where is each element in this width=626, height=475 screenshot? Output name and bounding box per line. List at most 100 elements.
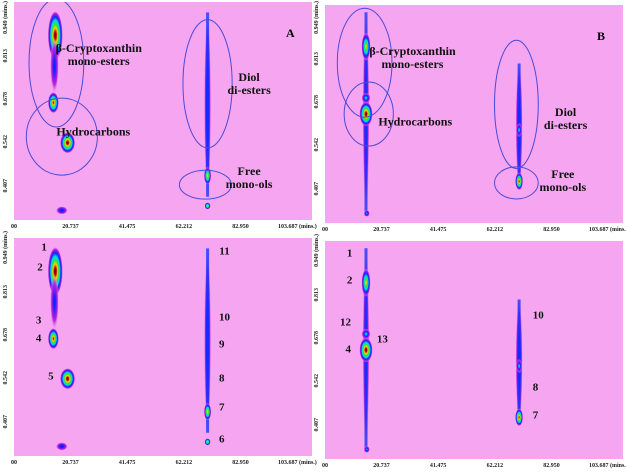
peak-number: 5 — [48, 370, 54, 383]
x-tick-label: 103.687 (mins.) — [277, 224, 317, 230]
peak-number: 10 — [532, 309, 544, 322]
annotation-ellipse — [182, 19, 233, 149]
x-tick-label: 82.950 — [543, 227, 560, 233]
y-tick-label: 0.949 (mins.) — [314, 234, 320, 268]
peak-mark — [55, 206, 68, 215]
y-tick-label: 0.678 — [3, 327, 9, 342]
y-tick-label: 0.542 — [3, 371, 9, 385]
x-tick-label: 103.687 (mins.) — [588, 227, 626, 233]
x-tick-label: 20.737 — [373, 463, 390, 469]
x-tick-label: 62.212 — [486, 227, 504, 233]
peak-mark — [361, 328, 371, 340]
x-tick-label: 82.950 — [543, 463, 560, 469]
x-tick-label: 00 — [322, 463, 328, 469]
y-tick-label: 0.407 — [3, 178, 9, 193]
peak-number: 2 — [37, 261, 43, 274]
annotation-ellipse — [343, 81, 394, 147]
y-tick-label: 0.407 — [314, 181, 320, 196]
peak-mark — [361, 32, 371, 61]
x-tick-label: 41.475 — [429, 463, 447, 469]
annotation-ellipse — [178, 169, 232, 200]
panel-a: β-Cryptoxanthin mono-esters Hydrocarbons Di… — [3, 1, 317, 230]
annotation-line1: Hydrocarbons — [56, 124, 131, 139]
annotation-line2: di-esters — [227, 82, 271, 97]
annotation-ellipse — [25, 97, 98, 176]
x-tick-label: 00 — [11, 224, 17, 230]
annotation-line2: di-esters — [543, 117, 588, 132]
x-tick-label: 103.687 (mins.) — [588, 463, 626, 469]
annotation-ellipse — [494, 166, 539, 200]
panel-b: β-Cryptoxanthin mono-esters Hydrocarbons Di… — [314, 1, 626, 233]
x-tick-label: 00 — [11, 460, 17, 466]
peak-mark — [47, 92, 59, 114]
chromatogram-plot — [325, 5, 623, 223]
x-tick-label: 103.687 (mins.) — [277, 460, 317, 466]
peak-mark — [363, 445, 370, 453]
peak-mark — [361, 268, 371, 297]
annotation-ellipse — [494, 39, 539, 169]
y-tick-label: 0.813 — [314, 51, 320, 66]
peak-number: 3 — [35, 314, 42, 327]
peak-number: 9 — [219, 338, 225, 351]
y-tick-label: 0.949 (mins.) — [3, 231, 9, 265]
peak-mark — [60, 132, 76, 154]
peak-number: 4 — [345, 343, 351, 356]
x-tick-label: 20.737 — [62, 460, 79, 466]
peak-number: 2 — [346, 274, 353, 287]
peak-mark — [204, 438, 211, 446]
peak-number: 1 — [346, 247, 353, 260]
annotation-label: Free mono-ols — [226, 165, 273, 191]
annotation-label: Diol di-esters — [227, 69, 271, 97]
peak-number: 12 — [340, 316, 351, 329]
annotation-label: Hydrocarbons — [378, 114, 453, 129]
peak-mark — [361, 92, 371, 104]
peak-number: 13 — [376, 333, 388, 346]
peak-mark — [516, 358, 523, 374]
peak-mark — [60, 368, 76, 390]
peak-mark — [515, 172, 524, 191]
chromatogram-plot — [14, 2, 312, 220]
annotation-line1: Hydrocarbons — [378, 114, 453, 129]
annotation-line2: mono-esters — [381, 56, 444, 71]
x-tick-label: 82.950 — [232, 460, 249, 466]
x-tick-label: 41.475 — [429, 227, 447, 233]
x-tick-label: 41.475 — [118, 460, 136, 466]
annotation-line1: Free — [237, 164, 261, 179]
y-tick-label: 0.678 — [314, 330, 320, 345]
y-tick-label: 0.813 — [3, 284, 9, 299]
annotation-line1: Diol — [238, 69, 260, 84]
peak-mark — [515, 408, 524, 427]
peak-mark — [55, 442, 68, 451]
x-tick-label: 00 — [322, 227, 328, 233]
annotation-line2: mono-ols — [225, 177, 273, 192]
peak-mark — [516, 122, 523, 138]
peak-number: 1 — [41, 241, 47, 254]
peak-number: 11 — [219, 245, 230, 258]
x-tick-label: 62.212 — [175, 460, 193, 466]
annotation-label: β-Cryptoxanthin mono-esters — [56, 41, 142, 68]
peak-mark — [204, 202, 211, 210]
y-tick-label: 0.407 — [3, 414, 9, 429]
peak-number: 7 — [532, 409, 539, 422]
panel-d: 1 2 12 13 4 10 8 7 00 20.737 41.475 62.212 82.950 103… — [314, 234, 626, 469]
peak-number: 4 — [35, 332, 42, 345]
peak-number: 8 — [219, 372, 225, 385]
peak-mark — [203, 402, 212, 421]
y-tick-label: 0.407 — [314, 417, 320, 432]
annotation-line1: Free — [551, 167, 575, 182]
annotation-line2: mono-esters — [67, 53, 130, 68]
panel-tag: A — [286, 26, 295, 40]
annotation-label: Free mono-ols — [540, 168, 587, 194]
y-tick-label: 0.678 — [3, 91, 9, 106]
peak-number: 10 — [219, 311, 230, 324]
peak-number: 7 — [219, 401, 225, 414]
annotation-label: Hydrocarbons — [56, 125, 130, 138]
peak-mark — [203, 166, 212, 185]
annotation-line1: Diol — [554, 104, 577, 119]
annotation-label: β-Cryptoxanthin mono-esters — [369, 44, 455, 71]
annotation-ellipse — [336, 7, 393, 118]
panel-c: 1 2 3 4 5 6 7 8 9 10 11 00 20.737 41.475 62.212 82.950 1… — [3, 231, 317, 466]
annotation-ellipse — [28, 2, 85, 128]
x-tick-label: 20.737 — [62, 224, 79, 230]
y-tick-label: 0.542 — [3, 135, 9, 149]
